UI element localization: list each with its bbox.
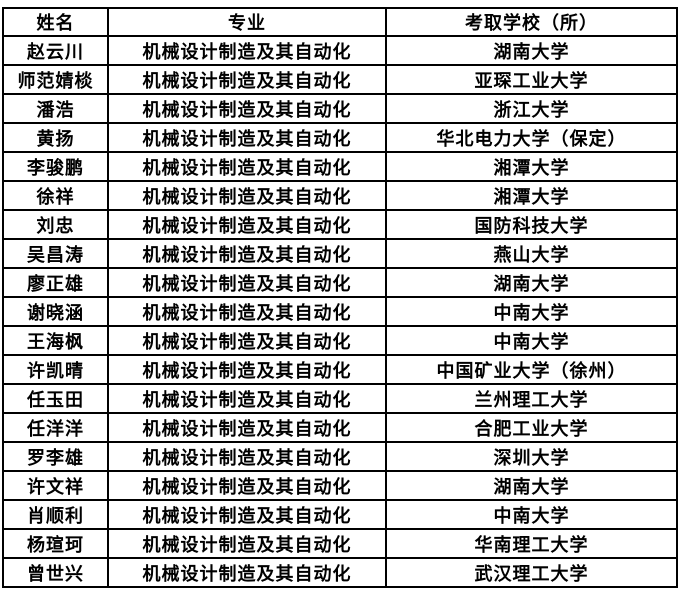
major-cell: 机械设计制造及其自动化 — [107, 354, 387, 385]
table-row: 赵云川 机械设计制造及其自动化 湖南大学 — [2, 35, 678, 66]
school-cell: 中南大学 — [385, 296, 678, 327]
student-name-cell: 谢晓涵 — [2, 296, 109, 327]
school-cell: 中国矿业大学（徐州） — [385, 354, 678, 385]
student-name-cell: 曾世兴 — [2, 557, 109, 588]
school-cell: 华南理工大学 — [385, 528, 678, 559]
student-name-cell: 任玉田 — [2, 383, 109, 414]
school-cell: 合肥工业大学 — [385, 412, 678, 443]
table-row: 潘浩 机械设计制造及其自动化 浙江大学 — [2, 93, 678, 124]
major-cell: 机械设计制造及其自动化 — [107, 64, 387, 95]
student-name-cell: 罗李雄 — [2, 441, 109, 472]
header-major: 专业 — [107, 7, 387, 37]
major-cell: 机械设计制造及其自动化 — [107, 470, 387, 501]
student-name-cell: 王海枫 — [2, 325, 109, 356]
major-cell: 机械设计制造及其自动化 — [107, 238, 387, 269]
major-cell: 机械设计制造及其自动化 — [107, 93, 387, 124]
student-name-cell: 肖顺利 — [2, 499, 109, 530]
table-row: 许凯晴 机械设计制造及其自动化 中国矿业大学（徐州） — [2, 354, 678, 385]
student-name-cell: 徐祥 — [2, 180, 109, 211]
major-cell: 机械设计制造及其自动化 — [107, 557, 387, 588]
table-row: 杨瑄珂 机械设计制造及其自动化 华南理工大学 — [2, 528, 678, 559]
table-row: 师范婧棪 机械设计制造及其自动化 亚琛工业大学 — [2, 64, 678, 95]
major-cell: 机械设计制造及其自动化 — [107, 180, 387, 211]
student-name-cell: 黄扬 — [2, 122, 109, 153]
school-cell: 兰州理工大学 — [385, 383, 678, 414]
school-cell: 湖南大学 — [385, 470, 678, 501]
table-row: 许文祥 机械设计制造及其自动化 湖南大学 — [2, 470, 678, 501]
table-row: 吴昌涛 机械设计制造及其自动化 燕山大学 — [2, 238, 678, 269]
admissions-table: 姓名 专业 考取学校（所） 赵云川 机械设计制造及其自动化 湖南大学 师范婧棪 … — [2, 7, 678, 588]
table-row: 王海枫 机械设计制造及其自动化 中南大学 — [2, 325, 678, 356]
major-cell: 机械设计制造及其自动化 — [107, 122, 387, 153]
student-name-cell: 许凯晴 — [2, 354, 109, 385]
student-name-cell: 任洋洋 — [2, 412, 109, 443]
school-cell: 湘潭大学 — [385, 180, 678, 211]
table-row: 肖顺利 机械设计制造及其自动化 中南大学 — [2, 499, 678, 530]
table-row: 刘忠 机械设计制造及其自动化 国防科技大学 — [2, 209, 678, 240]
major-cell: 机械设计制造及其自动化 — [107, 35, 387, 66]
school-cell: 深圳大学 — [385, 441, 678, 472]
major-cell: 机械设计制造及其自动化 — [107, 151, 387, 182]
major-cell: 机械设计制造及其自动化 — [107, 499, 387, 530]
header-school: 考取学校（所） — [385, 7, 678, 37]
school-cell: 中南大学 — [385, 499, 678, 530]
table-row: 李骏鹏 机械设计制造及其自动化 湘潭大学 — [2, 151, 678, 182]
table-row: 任玉田 机械设计制造及其自动化 兰州理工大学 — [2, 383, 678, 414]
student-name-cell: 刘忠 — [2, 209, 109, 240]
student-name-cell: 廖正雄 — [2, 267, 109, 298]
school-cell: 亚琛工业大学 — [385, 64, 678, 95]
major-cell: 机械设计制造及其自动化 — [107, 325, 387, 356]
header-name: 姓名 — [2, 7, 109, 37]
student-name-cell: 许文祥 — [2, 470, 109, 501]
table-row: 廖正雄 机械设计制造及其自动化 湖南大学 — [2, 267, 678, 298]
table-header: 姓名 专业 考取学校（所） — [2, 7, 678, 37]
table-row: 任洋洋 机械设计制造及其自动化 合肥工业大学 — [2, 412, 678, 443]
table-row: 黄扬 机械设计制造及其自动化 华北电力大学（保定） — [2, 122, 678, 153]
school-cell: 武汉理工大学 — [385, 557, 678, 588]
table-body: 赵云川 机械设计制造及其自动化 湖南大学 师范婧棪 机械设计制造及其自动化 亚琛… — [2, 35, 678, 588]
table-row: 谢晓涵 机械设计制造及其自动化 中南大学 — [2, 296, 678, 327]
table-row: 徐祥 机械设计制造及其自动化 湘潭大学 — [2, 180, 678, 211]
table-row: 曾世兴 机械设计制造及其自动化 武汉理工大学 — [2, 557, 678, 588]
school-cell: 燕山大学 — [385, 238, 678, 269]
major-cell: 机械设计制造及其自动化 — [107, 209, 387, 240]
major-cell: 机械设计制造及其自动化 — [107, 296, 387, 327]
major-cell: 机械设计制造及其自动化 — [107, 412, 387, 443]
school-cell: 湖南大学 — [385, 35, 678, 66]
header-row: 姓名 专业 考取学校（所） — [2, 7, 678, 37]
student-name-cell: 师范婧棪 — [2, 64, 109, 95]
document-page: 姓名 专业 考取学校（所） 赵云川 机械设计制造及其自动化 湖南大学 师范婧棪 … — [0, 7, 678, 609]
major-cell: 机械设计制造及其自动化 — [107, 441, 387, 472]
student-name-cell: 赵云川 — [2, 35, 109, 66]
table-row: 罗李雄 机械设计制造及其自动化 深圳大学 — [2, 441, 678, 472]
major-cell: 机械设计制造及其自动化 — [107, 383, 387, 414]
major-cell: 机械设计制造及其自动化 — [107, 267, 387, 298]
major-cell: 机械设计制造及其自动化 — [107, 528, 387, 559]
school-cell: 国防科技大学 — [385, 209, 678, 240]
student-name-cell: 李骏鹏 — [2, 151, 109, 182]
student-name-cell: 吴昌涛 — [2, 238, 109, 269]
school-cell: 湘潭大学 — [385, 151, 678, 182]
student-name-cell: 杨瑄珂 — [2, 528, 109, 559]
student-name-cell: 潘浩 — [2, 93, 109, 124]
school-cell: 中南大学 — [385, 325, 678, 356]
school-cell: 华北电力大学（保定） — [385, 122, 678, 153]
school-cell: 湖南大学 — [385, 267, 678, 298]
school-cell: 浙江大学 — [385, 93, 678, 124]
